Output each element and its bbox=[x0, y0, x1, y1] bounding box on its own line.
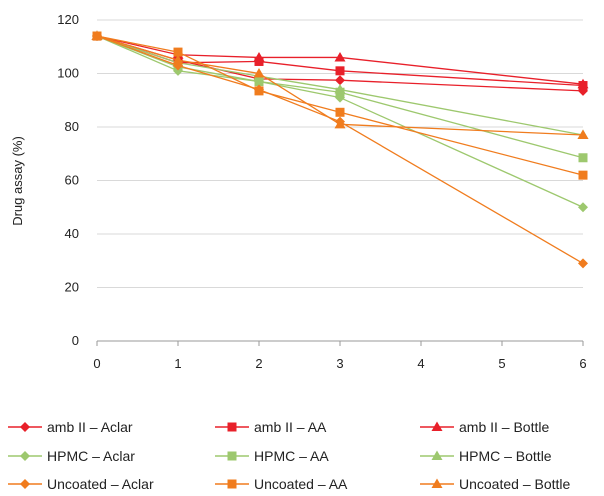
legend-item: amb II – Aclar bbox=[8, 419, 133, 435]
legend-label: amb II – AA bbox=[254, 419, 327, 435]
legend-marker bbox=[227, 422, 237, 432]
legend-marker bbox=[20, 451, 30, 461]
y-tick-label: 100 bbox=[57, 66, 79, 81]
y-tick-label: 60 bbox=[65, 173, 79, 188]
data-point bbox=[577, 78, 589, 89]
legend-label: HPMC – AA bbox=[254, 448, 329, 464]
x-tick-labels: 0 1 2 3 4 5 6 bbox=[93, 356, 586, 371]
y-tick-label: 0 bbox=[72, 333, 79, 348]
y-tick-label: 20 bbox=[65, 280, 79, 295]
x-tick-label: 3 bbox=[336, 356, 343, 371]
legend-item: HPMC – Bottle bbox=[420, 448, 552, 464]
y-tick-label: 120 bbox=[57, 12, 79, 27]
legend-item: Uncoated – AA bbox=[215, 476, 348, 492]
y-axis-title: Drug assay (%) bbox=[10, 136, 25, 226]
legend-label: HPMC – Aclar bbox=[47, 448, 135, 464]
data-point bbox=[578, 170, 588, 180]
legend-marker bbox=[227, 451, 237, 461]
data-point bbox=[335, 107, 345, 117]
data-point bbox=[253, 68, 265, 78]
x-tick-label: 2 bbox=[255, 356, 262, 371]
data-point bbox=[254, 77, 264, 87]
legend-item: amb II – Bottle bbox=[420, 419, 549, 435]
data-point bbox=[254, 86, 264, 96]
y-tick-labels: 0 20 40 60 80 100 120 bbox=[57, 12, 79, 348]
data-point bbox=[334, 51, 346, 62]
data-point bbox=[254, 56, 264, 66]
y-tick-label: 80 bbox=[65, 119, 79, 134]
data-point bbox=[578, 202, 588, 213]
legend-label: Uncoated – Aclar bbox=[47, 476, 154, 492]
legend-marker bbox=[431, 421, 443, 431]
series-group bbox=[91, 30, 589, 269]
legend-marker bbox=[227, 479, 237, 489]
legend-marker bbox=[431, 450, 443, 460]
data-point bbox=[578, 258, 588, 269]
x-tick-label: 5 bbox=[498, 356, 505, 371]
legend-marker bbox=[20, 479, 30, 489]
legend-label: Uncoated – AA bbox=[254, 476, 348, 492]
legend-marker bbox=[431, 478, 443, 488]
series bbox=[91, 30, 589, 140]
data-point bbox=[335, 75, 345, 86]
axes bbox=[96, 340, 584, 346]
legend-item: Uncoated – Bottle bbox=[420, 476, 571, 492]
legend-item: HPMC – AA bbox=[215, 448, 329, 464]
x-tick-label: 0 bbox=[93, 356, 100, 371]
data-point bbox=[578, 153, 588, 163]
data-point bbox=[172, 54, 184, 65]
y-tick-label: 40 bbox=[65, 226, 79, 241]
data-point bbox=[173, 47, 183, 57]
data-point bbox=[335, 66, 345, 76]
x-tick-label: 4 bbox=[417, 356, 424, 371]
data-point bbox=[91, 30, 103, 41]
legend-item: Uncoated – Aclar bbox=[8, 476, 154, 492]
legend-label: amb II – Aclar bbox=[47, 419, 133, 435]
data-point bbox=[334, 118, 346, 129]
data-point bbox=[577, 129, 589, 140]
legend-label: amb II – Bottle bbox=[459, 419, 549, 435]
legend-label: HPMC – Bottle bbox=[459, 448, 552, 464]
data-point bbox=[334, 84, 346, 94]
legend-marker bbox=[20, 422, 30, 432]
legend-label: Uncoated – Bottle bbox=[459, 476, 571, 492]
data-point bbox=[253, 51, 265, 62]
legend: amb II – Aclar amb II – AA amb II – Bottle… bbox=[8, 419, 571, 492]
x-tick-label: 6 bbox=[579, 356, 586, 371]
legend-item: amb II – AA bbox=[215, 419, 327, 435]
x-tick-label: 1 bbox=[174, 356, 181, 371]
legend-item: HPMC – Aclar bbox=[8, 448, 135, 464]
